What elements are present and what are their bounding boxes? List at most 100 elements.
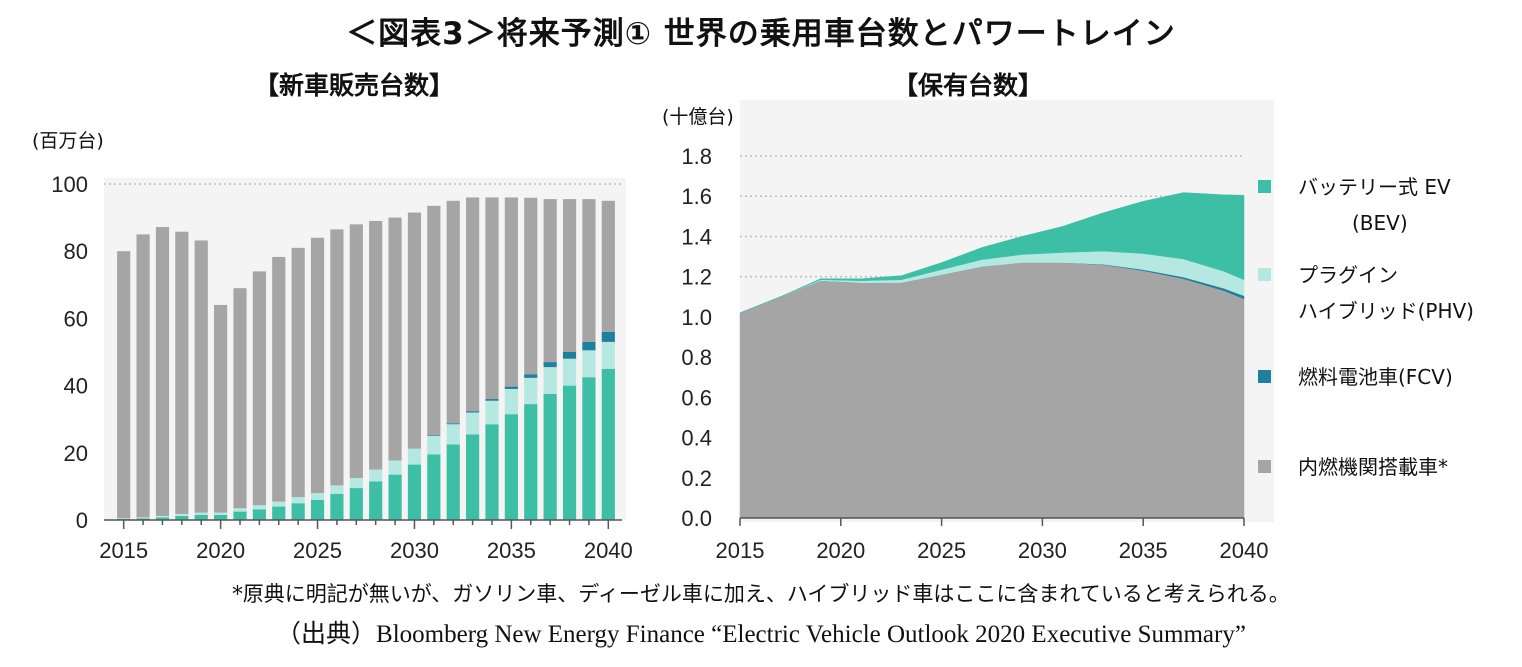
left-bar-ice-2040 xyxy=(601,200,615,332)
left-bar-phv-2036 xyxy=(524,377,538,405)
left-bar-phv-2015 xyxy=(117,518,131,519)
left-bar-ice-2031 xyxy=(427,205,441,436)
left-bar-fcv-2032 xyxy=(446,423,460,425)
left-bar-phv-2035 xyxy=(504,388,518,415)
left-bar-phv-2040 xyxy=(601,341,615,369)
legend-label-phv: プラグイン xyxy=(1298,263,1398,287)
left-bar-bev-2036 xyxy=(524,404,538,520)
left-bar-fcv-2037 xyxy=(543,362,557,368)
footnote: *原典に明記が無いが、ガソリン車、ディーゼル車に加え、ハイブリッド車はここに含ま… xyxy=(232,582,1290,606)
left-y-tick-label: 80 xyxy=(64,239,88,264)
legend-swatch-phv xyxy=(1258,268,1271,281)
left-bar-fcv-2036 xyxy=(524,374,538,378)
left-bar-ice-2027 xyxy=(349,224,363,478)
left-y-tick-label: 0 xyxy=(76,508,88,533)
left-bar-ice-2018 xyxy=(175,231,189,514)
left-bar-bev-2029 xyxy=(388,474,402,520)
left-bar-ice-2028 xyxy=(369,220,383,470)
left-bar-fcv-2035 xyxy=(504,386,518,389)
left-bar-phv-2023 xyxy=(272,501,286,507)
left-bar-bev-2027 xyxy=(349,488,363,520)
left-bar-bev-2033 xyxy=(466,434,480,520)
right-area-ice xyxy=(739,262,1245,519)
left-bar-bev-2023 xyxy=(272,506,286,520)
left-bar-phv-2026 xyxy=(330,485,344,494)
right-y-tick-label: 1.2 xyxy=(681,265,712,290)
left-bar-ice-2029 xyxy=(388,217,402,461)
left-bar-ice-2017 xyxy=(155,227,170,516)
left-bar-ice-2020 xyxy=(214,304,228,513)
left-y-unit: (百万台) xyxy=(32,130,104,152)
left-bar-ice-2034 xyxy=(485,197,499,400)
left-bar-bev-2040 xyxy=(601,368,615,520)
left-bar-phv-2022 xyxy=(252,505,266,510)
left-bar-phv-2031 xyxy=(427,436,441,455)
left-bar-bev-2038 xyxy=(562,385,577,520)
left-y-tick-label: 100 xyxy=(51,172,88,197)
left-bar-phv-2034 xyxy=(485,400,499,425)
right-x-tick-label: 2015 xyxy=(716,538,765,563)
left-bar-phv-2033 xyxy=(466,412,480,435)
left-x-tick-label: 2020 xyxy=(196,538,245,563)
legend-swatch-ice xyxy=(1258,460,1271,473)
left-bar-phv-2038 xyxy=(562,358,577,386)
left-bar-ice-2032 xyxy=(446,200,460,424)
left-bar-ice-2015 xyxy=(117,251,131,519)
left-bar-ice-2023 xyxy=(272,256,286,502)
left-bar-phv-2018 xyxy=(175,513,189,516)
left-bar-fcv-2031 xyxy=(427,435,441,436)
left-bar-bev-2032 xyxy=(446,444,460,520)
left-bar-bev-2017 xyxy=(155,517,170,520)
left-bar-phv-2032 xyxy=(446,424,460,445)
right-y-tick-label: 1.0 xyxy=(681,305,712,330)
legend-label-fcv: 燃料電池車(FCV) xyxy=(1298,365,1453,389)
right-y-tick-label: 1.8 xyxy=(681,144,712,169)
left-bar-phv-2028 xyxy=(369,469,383,482)
right-x-tick-label: 2030 xyxy=(1018,538,1067,563)
legend-label-bev: (BEV) xyxy=(1352,211,1408,235)
left-bar-ice-2037 xyxy=(543,199,557,363)
right-chart-title: 【保有台数】 xyxy=(893,71,1044,100)
left-y-tick-label: 60 xyxy=(64,306,88,331)
left-bar-bev-2025 xyxy=(310,499,325,520)
left-x-tick-label: 2040 xyxy=(584,538,633,563)
legend-label-phv: ハイブリッド(PHV) xyxy=(1298,299,1474,323)
left-bar-bev-2024 xyxy=(291,503,305,520)
left-bar-fcv-2039 xyxy=(582,341,596,351)
left-bar-fcv-2040 xyxy=(601,331,615,342)
left-bar-ice-2024 xyxy=(291,247,305,498)
left-bar-bev-2018 xyxy=(175,515,189,520)
left-bar-bev-2035 xyxy=(504,414,518,520)
left-bar-phv-2024 xyxy=(291,497,305,504)
left-bar-bev-2022 xyxy=(252,509,266,520)
left-bar-bev-2028 xyxy=(369,481,383,520)
left-bar-ice-2022 xyxy=(252,271,266,506)
right-y-tick-label: 0.8 xyxy=(681,345,712,370)
left-bar-bev-2026 xyxy=(330,493,344,520)
left-bar-phv-2037 xyxy=(543,367,557,394)
left-bar-phv-2021 xyxy=(233,508,247,512)
left-bar-fcv-2033 xyxy=(466,411,480,413)
left-bar-ice-2030 xyxy=(407,212,422,449)
legend-swatch-fcv xyxy=(1258,370,1271,383)
left-bar-bev-2020 xyxy=(214,514,228,520)
left-y-tick-label: 20 xyxy=(64,441,88,466)
source-citation: （出典）Bloomberg New Energy Finance “Electr… xyxy=(276,621,1246,648)
left-bar-bev-2031 xyxy=(427,454,441,520)
legend-label-bev: バッテリー式 EV xyxy=(1298,175,1451,199)
left-y-tick-label: 40 xyxy=(64,374,88,399)
left-bar-ice-2026 xyxy=(330,229,344,486)
left-x-tick-label: 2035 xyxy=(487,538,536,563)
left-bar-bev-2016 xyxy=(136,518,150,520)
left-x-tick-label: 2030 xyxy=(390,538,439,563)
right-y-tick-label: 0.4 xyxy=(681,426,712,451)
left-bar-phv-2020 xyxy=(214,512,228,515)
left-bar-ice-2019 xyxy=(194,240,208,513)
left-bar-bev-2034 xyxy=(485,424,499,520)
left-bar-fcv-2034 xyxy=(485,399,499,401)
right-area-bev xyxy=(739,192,1245,314)
left-bar-phv-2027 xyxy=(349,478,363,489)
legend-swatch-bev xyxy=(1258,180,1271,193)
left-bar-phv-2025 xyxy=(310,493,325,500)
